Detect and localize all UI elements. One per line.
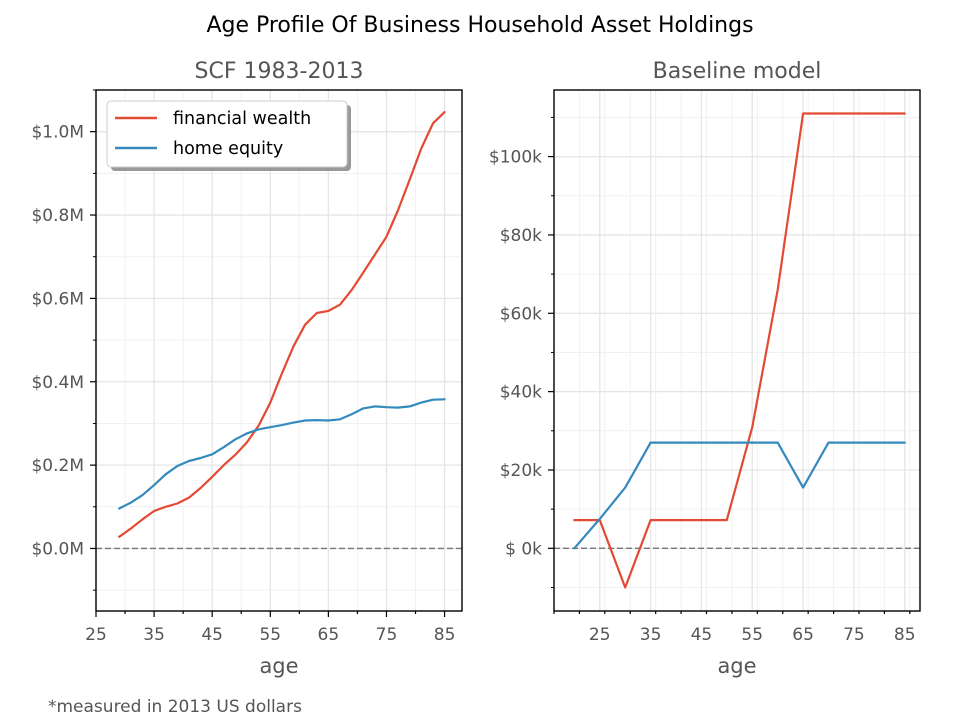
x-axis-label: age	[259, 654, 298, 678]
x-tick-label: 65	[318, 625, 340, 645]
legend-label: home equity	[173, 139, 283, 159]
series-line-financial-wealth	[118, 110, 446, 538]
x-tick-label: 55	[259, 625, 281, 645]
x-tick-label: 55	[741, 625, 763, 645]
x-tick-label: 65	[792, 625, 814, 645]
x-tick-label: 35	[640, 625, 662, 645]
axes-frame	[553, 89, 921, 612]
panel-title: Baseline model	[653, 59, 822, 84]
x-tick-label: 25	[85, 625, 107, 645]
x-tick-label: 85	[894, 625, 916, 645]
x-tick-label: 35	[143, 625, 165, 645]
y-tick-label: $60k	[500, 304, 542, 324]
panel-title: SCF 1983-2013	[195, 59, 364, 84]
axes-frame	[95, 89, 463, 612]
y-tick-label: $100k	[489, 148, 542, 168]
legend-label: financial wealth	[173, 109, 311, 129]
y-tick-label: $0.2M	[31, 456, 84, 476]
y-tick-label: $0.0M	[31, 539, 84, 559]
y-tick-label: $0.8M	[31, 206, 84, 226]
y-tick-label: $40k	[500, 383, 542, 403]
series-line-financial-wealth	[573, 112, 906, 589]
x-axis-label: age	[717, 654, 756, 678]
y-tick-label: $80k	[500, 226, 542, 246]
series-line-home-equity	[573, 441, 906, 550]
footnote: *measured in 2013 US dollars	[48, 697, 302, 717]
y-tick-label: $0.6M	[31, 289, 84, 309]
x-tick-label: 75	[843, 625, 865, 645]
y-tick-label: $0.4M	[31, 373, 84, 393]
y-tick-label: $1.0M	[31, 123, 84, 143]
legend-box	[106, 100, 348, 168]
y-tick-label: $20k	[500, 461, 542, 481]
legend: financial wealth home equity	[106, 100, 351, 171]
x-tick-label: 45	[201, 625, 223, 645]
figure-title: Age Profile Of Business Household Asset …	[206, 13, 753, 38]
baseline-panel: 25 35 45 55 65 75 85 $ 0k $20k $40k $60k $80k $100k B…	[489, 59, 921, 678]
series-line-home-equity	[118, 398, 446, 510]
x-tick-label: 85	[434, 625, 456, 645]
y-tick-label: $ 0k	[505, 539, 542, 559]
scf-panel: 25 35 45 55 65 75 85 $0.0M $0.2M $0.4M $0.6M $0.8M $…	[31, 59, 463, 678]
x-tick-label: 45	[691, 625, 713, 645]
x-tick-label: 75	[376, 625, 398, 645]
x-tick-label: 25	[589, 625, 611, 645]
